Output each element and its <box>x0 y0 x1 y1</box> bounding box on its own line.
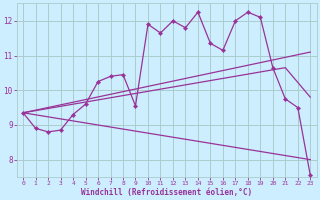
X-axis label: Windchill (Refroidissement éolien,°C): Windchill (Refroidissement éolien,°C) <box>81 188 252 197</box>
